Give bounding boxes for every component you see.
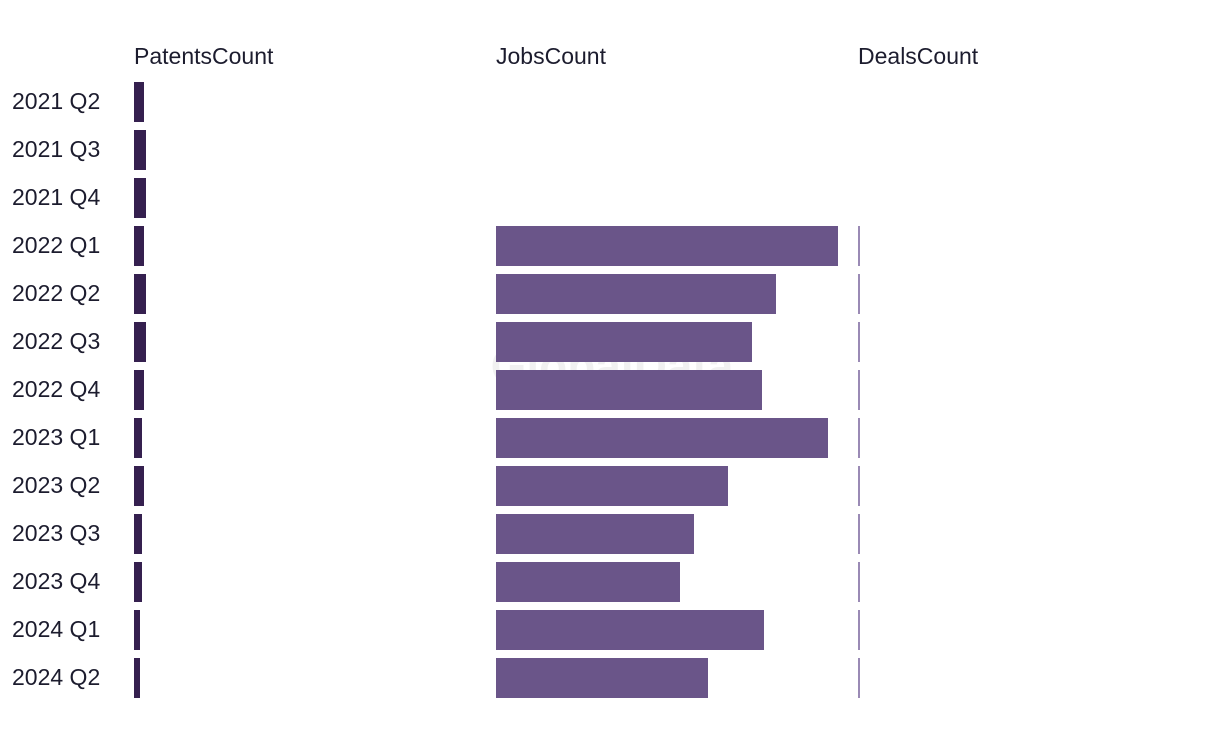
row-label: 2022 Q3 [12, 328, 100, 354]
bar [134, 130, 146, 170]
bar [134, 466, 144, 506]
bar [496, 418, 828, 458]
bar [858, 658, 860, 698]
bar [134, 226, 144, 266]
row-label: 2021 Q2 [12, 88, 100, 114]
bar [858, 514, 860, 554]
panel-title: PatentsCount [134, 43, 274, 69]
bar [858, 418, 860, 458]
bar [134, 610, 140, 650]
bar [496, 226, 838, 266]
bar [496, 274, 776, 314]
bar [134, 562, 142, 602]
panel-title: JobsCount [496, 43, 607, 69]
bar [496, 370, 762, 410]
row-label: 2024 Q2 [12, 664, 100, 690]
row-label: 2023 Q4 [12, 568, 100, 594]
row-label: 2024 Q1 [12, 616, 100, 642]
bar [496, 562, 680, 602]
bar [134, 418, 142, 458]
row-label: 2022 Q1 [12, 232, 100, 258]
row-label: 2023 Q2 [12, 472, 100, 498]
row-label: 2023 Q3 [12, 520, 100, 546]
bar [858, 466, 860, 506]
row-label: 2022 Q4 [12, 376, 100, 402]
row-label: 2021 Q3 [12, 136, 100, 162]
bar [858, 322, 860, 362]
bar [134, 658, 140, 698]
bar [496, 322, 752, 362]
bar [496, 514, 694, 554]
row-label: 2022 Q2 [12, 280, 100, 306]
bar [496, 466, 728, 506]
bar [858, 226, 860, 266]
panel-title: DealsCount [858, 43, 979, 69]
bar [134, 178, 146, 218]
row-label: 2021 Q4 [12, 184, 100, 210]
bar [858, 562, 860, 602]
bar [496, 610, 764, 650]
bar [858, 610, 860, 650]
bar [134, 370, 144, 410]
bar [858, 370, 860, 410]
bar [134, 322, 146, 362]
bar [134, 274, 146, 314]
bar [496, 658, 708, 698]
row-label: 2023 Q1 [12, 424, 100, 450]
bar [858, 274, 860, 314]
bar [134, 82, 144, 122]
bar [134, 514, 142, 554]
